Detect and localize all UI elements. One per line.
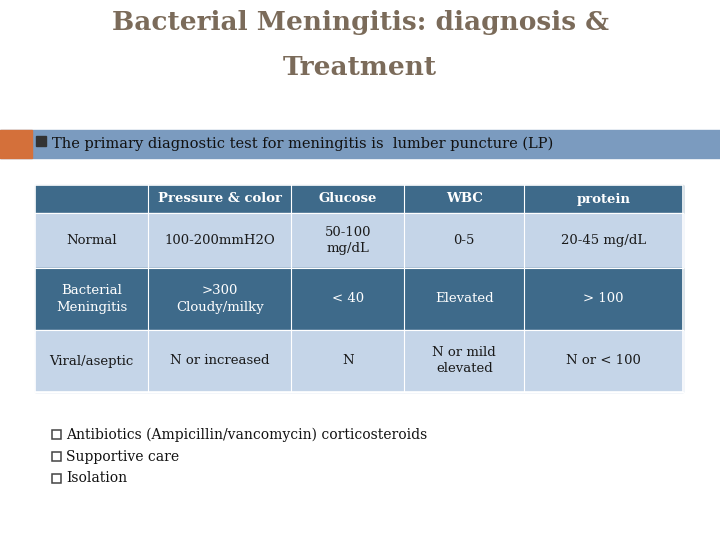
Bar bbox=[35, 268, 148, 330]
Text: 50-100
mg/dL: 50-100 mg/dL bbox=[325, 226, 371, 255]
Bar bbox=[291, 330, 405, 392]
Bar bbox=[405, 213, 524, 268]
Bar bbox=[291, 213, 405, 268]
Text: Supportive care: Supportive care bbox=[66, 449, 179, 463]
Text: Elevated: Elevated bbox=[435, 293, 494, 306]
Text: Glucose: Glucose bbox=[318, 192, 377, 206]
Text: Antibiotics (Ampicillin/vancomycin) corticosteroids: Antibiotics (Ampicillin/vancomycin) cort… bbox=[66, 427, 427, 442]
Bar bbox=[148, 330, 291, 392]
Bar bbox=[148, 185, 291, 213]
Bar bbox=[35, 213, 148, 268]
Text: Bacterial
Meningitis: Bacterial Meningitis bbox=[56, 285, 127, 314]
Text: N or increased: N or increased bbox=[170, 354, 269, 368]
Bar bbox=[405, 185, 524, 213]
Bar bbox=[405, 268, 524, 330]
Bar bbox=[524, 185, 683, 213]
Bar bbox=[524, 268, 683, 330]
Bar bbox=[52, 452, 61, 461]
Text: 20-45 mg/dL: 20-45 mg/dL bbox=[561, 234, 647, 247]
Bar bbox=[405, 330, 524, 392]
Text: 0-5: 0-5 bbox=[454, 234, 475, 247]
Text: N or mild
elevated: N or mild elevated bbox=[433, 347, 496, 375]
Text: WBC: WBC bbox=[446, 192, 482, 206]
Bar bbox=[0, 130, 720, 158]
Text: N: N bbox=[342, 354, 354, 368]
Text: Viral/aseptic: Viral/aseptic bbox=[50, 354, 134, 368]
Bar bbox=[35, 185, 148, 213]
Bar bbox=[0, 130, 32, 158]
Text: protein: protein bbox=[577, 192, 631, 206]
Text: < 40: < 40 bbox=[332, 293, 364, 306]
Text: The primary diagnostic test for meningitis is  lumber puncture (LP): The primary diagnostic test for meningit… bbox=[52, 137, 553, 151]
Text: 100-200mmH2O: 100-200mmH2O bbox=[164, 234, 275, 247]
Bar bbox=[52, 430, 61, 439]
Bar bbox=[524, 213, 683, 268]
Bar bbox=[35, 185, 683, 392]
Bar bbox=[148, 268, 291, 330]
Bar bbox=[291, 268, 405, 330]
Bar bbox=[148, 213, 291, 268]
Bar bbox=[524, 330, 683, 392]
Text: Pressure & color: Pressure & color bbox=[158, 192, 282, 206]
Text: > 100: > 100 bbox=[583, 293, 624, 306]
Text: Normal: Normal bbox=[66, 234, 117, 247]
Text: Bacterial Meningitis: diagnosis &: Bacterial Meningitis: diagnosis & bbox=[112, 10, 608, 35]
Text: N or < 100: N or < 100 bbox=[566, 354, 641, 368]
Text: Isolation: Isolation bbox=[66, 471, 127, 485]
Bar bbox=[52, 474, 61, 483]
Text: Treatment: Treatment bbox=[283, 55, 437, 80]
Bar bbox=[291, 185, 405, 213]
Bar bbox=[35, 330, 148, 392]
Bar bbox=[36, 136, 46, 146]
Text: >300
Cloudy/milky: >300 Cloudy/milky bbox=[176, 285, 264, 314]
